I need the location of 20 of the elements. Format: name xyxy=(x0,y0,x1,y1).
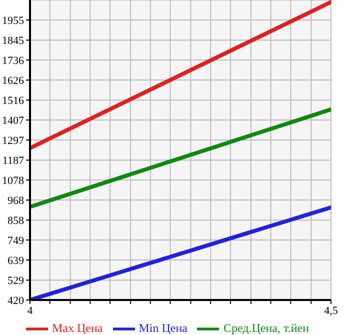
y-tick-label: 639 xyxy=(8,254,24,267)
y-tick-label: 749 xyxy=(8,234,24,247)
y-tick-label: 1407 xyxy=(2,114,24,127)
y-tick-label: 858 xyxy=(8,215,24,228)
legend-label: Max Цена xyxy=(52,320,103,335)
y-tick-label: 1845 xyxy=(2,35,24,48)
y-tick-label: 1955 xyxy=(2,14,24,27)
y-tick-label: 1297 xyxy=(2,134,24,147)
y-tick-label: 1078 xyxy=(2,174,24,187)
legend-label: Сред.Цена, т.йен xyxy=(223,320,310,335)
y-tick-label: 1736 xyxy=(2,54,24,67)
y-tick-label: 968 xyxy=(8,194,24,207)
x-tick-label: 4 xyxy=(27,304,34,317)
y-tick-label: 1516 xyxy=(2,95,24,108)
legend-label: Min Цена xyxy=(138,320,188,335)
y-tick-label: 1626 xyxy=(2,74,24,87)
x-tick-label: 4,5 xyxy=(324,304,338,317)
y-tick-label: 1187 xyxy=(2,155,24,168)
y-tick-label: 420 xyxy=(8,294,24,307)
y-tick-label: 529 xyxy=(8,275,24,288)
